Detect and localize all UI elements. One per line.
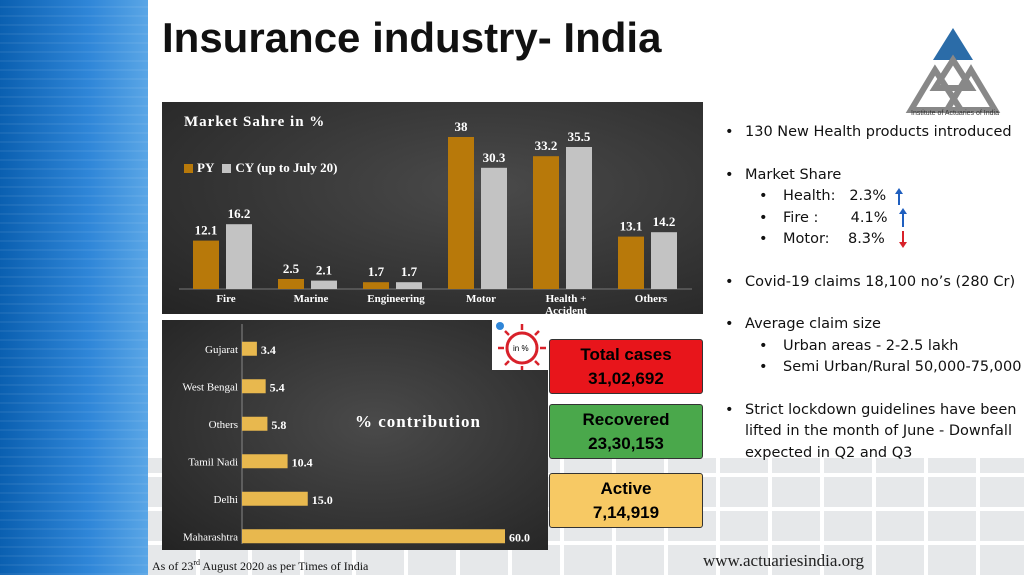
tick-label: Others [209,419,238,431]
bar-cy [396,282,422,289]
data-label: 5.4 [270,380,285,394]
total-cases-label: Total cases [580,345,672,364]
bar-py [533,156,559,289]
active-value: 7,14,919 [592,503,660,522]
market-share-health-label: Health: 2.3% [783,188,887,204]
recovered-label: Recovered [582,410,670,429]
chart-title: Market Sahre in % [184,114,326,130]
active-label: Active [600,479,652,498]
bar-cy [651,232,677,289]
tick-label: Engineering [367,293,425,305]
bullet-new-products: 130 New Health products introduced [723,122,1023,144]
data-label: 3.4 [261,343,276,357]
market-share-motor-label: Motor: 8.3% [783,231,885,247]
decorative-left-band [0,0,148,575]
claim-rural: Semi Urban/Rural 50,000-75,000 [723,357,1023,379]
legend-label-cy: CY (up to July 20) [235,160,338,175]
bullet-average-claim: Average claim size [723,314,1023,336]
data-label: 2.5 [283,261,300,276]
market-share-chart: Market Sahre in % PY CY (up to July 20) … [162,102,703,314]
data-label: 35.5 [568,129,591,144]
tick-label: West Bengal [182,381,238,393]
tick-label: Motor [466,293,496,305]
bar-cy [311,280,337,289]
data-label: 14.2 [653,214,676,229]
virus-badge: in % [492,318,548,370]
data-label: 15.0 [312,493,333,507]
tick-label: Tamil Nadi [188,456,238,468]
institute-logo [905,28,1001,113]
bullet-lockdown: Strict lockdown guidelines have been lif… [723,400,1023,465]
claim-urban: Urban areas - 2-2.5 lakh [723,336,1023,358]
data-label: 60.0 [509,530,530,544]
tick-label: Fire [216,293,235,305]
source-footnote: As of 23rd August 2020 as per Times of I… [152,558,368,574]
data-label: 30.3 [483,150,506,165]
website-url: www.actuariesindia.org [703,551,864,570]
active-box: Active 7,14,919 [549,473,703,528]
key-points-list: 130 New Health products introduced Marke… [723,122,1023,464]
bar-cy [226,224,252,289]
data-label: 38 [455,119,469,134]
market-share-health: Health: 2.3% [723,186,1023,208]
data-label: 10.4 [292,455,313,469]
tick-label: Delhi [214,494,238,506]
tick-label: Gujarat [205,344,238,356]
market-share-fire-label: Fire : 4.1% [783,209,888,226]
footnote-suffix: August 2020 as per Times of India [200,559,369,573]
footnote-sup: rd [193,558,201,567]
bar-contribution [242,529,505,544]
data-label: 16.2 [228,206,251,221]
total-cases-value: 31,02,692 [588,369,664,388]
market-share-plot: 12.1 16.2 Fire 2.5 2.1 Marine 1.7 1.7 Engineerin… [179,119,692,314]
data-label: 33.2 [535,138,558,153]
data-label: 2.1 [316,263,332,278]
chart-title: % contribution [355,412,481,431]
tick-label: Marine [294,293,329,305]
bar-cy [566,147,592,289]
tick-label: Others [635,293,668,305]
slide-title: Insurance industry- India [162,14,662,61]
market-share-motor: Motor: 8.3% [723,229,1023,251]
bar-py [193,240,219,289]
trend-up-icon [899,207,907,227]
bar-py [448,137,474,289]
recovered-box: Recovered 23,30,153 [549,404,703,459]
chart-legend: PY CY (up to July 20) [184,160,337,176]
bar-contribution [242,416,268,431]
bar-contribution [242,491,308,506]
data-label: 1.7 [401,264,418,279]
state-contribution-chart: % contribution Gujarat 3.4 West Bengal 5.4 O… [162,320,548,550]
bar-contribution [242,341,257,356]
bullet-covid-claims: Covid-19 claims 18,100 no’s (280 Cr) [723,272,1023,294]
data-label: 5.8 [271,418,286,432]
logo-caption: Institute of Actuaries of India [911,110,999,117]
footnote-prefix: As of 23 [152,559,194,573]
tick-label: Health + [546,293,587,305]
trend-up-icon [895,188,903,205]
bullet-market-share: Market Share [723,165,1023,187]
tick-label: Maharashtra [183,531,238,543]
legend-label-py: PY [197,160,215,175]
total-cases-box: Total cases 31,02,692 [549,339,703,394]
bar-contribution [242,379,266,394]
trend-down-icon [899,231,907,248]
bar-py [363,282,389,289]
legend-swatch-py [184,163,193,173]
virus-badge-label: in % [513,344,529,353]
market-share-fire: Fire : 4.1% [723,207,1023,230]
data-label: 12.1 [195,223,218,238]
state-contribution-plot: Gujarat 3.4 West Bengal 5.4 Others 5.8 Tamil N… [182,324,530,544]
bar-cy [481,167,507,289]
data-label: 1.7 [368,264,385,279]
recovered-value: 23,30,153 [588,434,664,453]
tick-label: Accident [545,305,587,314]
data-label: 13.1 [620,219,643,234]
bar-py [618,236,644,289]
bar-contribution [242,454,288,469]
legend-swatch-cy [222,163,232,173]
bar-py [278,279,304,289]
